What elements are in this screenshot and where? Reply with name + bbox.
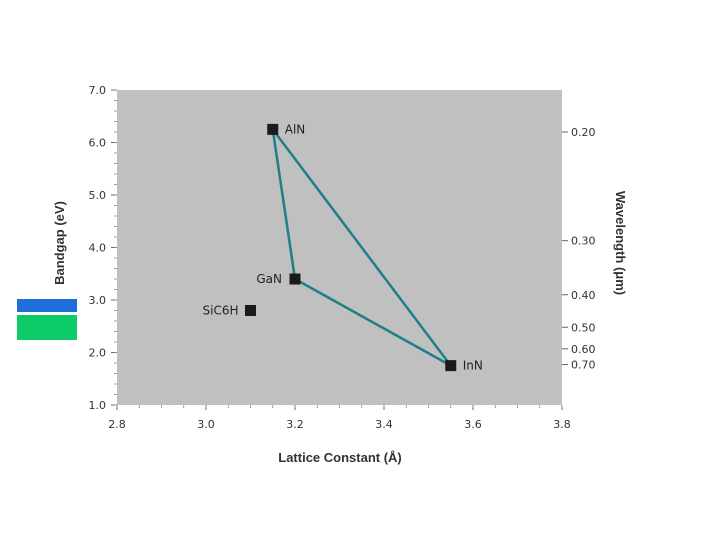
point-label: SiC6H xyxy=(203,304,239,318)
point-label: AlN xyxy=(285,122,306,136)
point-label: InN xyxy=(463,359,483,373)
y-tick-label: 5.0 xyxy=(89,189,107,202)
y2-tick-label: 0.70 xyxy=(571,359,596,372)
x-tick-label: 2.8 xyxy=(108,418,126,431)
point-label: GaN xyxy=(256,272,282,286)
data-point-sic6h xyxy=(245,305,256,316)
y-axis-title: Bandgap (eV) xyxy=(52,201,67,285)
y-tick-label: 4.0 xyxy=(89,242,107,255)
green-color-swatch xyxy=(17,315,77,340)
y-tick-label: 2.0 xyxy=(89,347,107,360)
alloy-boundary-line xyxy=(271,129,297,280)
y2-tick-label: 0.60 xyxy=(571,343,596,356)
alloy-boundary-line xyxy=(294,277,452,367)
x-tick-label: 3.2 xyxy=(286,418,304,431)
y2-tick-label: 0.40 xyxy=(571,289,596,302)
data-point-inn xyxy=(445,360,457,372)
x-tick-label: 3.8 xyxy=(553,418,571,431)
y2-tick-label: 0.50 xyxy=(571,321,596,334)
data-point-gan xyxy=(289,273,301,285)
x-tick-label: 3.0 xyxy=(197,418,215,431)
alloy-boundary-line xyxy=(271,128,452,367)
blue-color-swatch xyxy=(17,299,77,312)
y2-tick-label: 0.30 xyxy=(571,235,596,248)
x-tick-label: 3.6 xyxy=(464,418,482,431)
x-axis-title: Lattice Constant (Å) xyxy=(278,450,402,465)
y2-axis-title: Wavelength (μm) xyxy=(613,191,628,295)
y2-tick-label: 0.20 xyxy=(571,126,596,139)
y-tick-label: 6.0 xyxy=(89,137,107,150)
x-tick-label: 3.4 xyxy=(375,418,393,431)
y-tick-label: 3.0 xyxy=(89,294,107,307)
plot-area xyxy=(117,90,562,405)
y-tick-label: 7.0 xyxy=(89,84,107,97)
data-point-aln xyxy=(267,123,279,135)
y-tick-label: 1.0 xyxy=(89,399,107,412)
